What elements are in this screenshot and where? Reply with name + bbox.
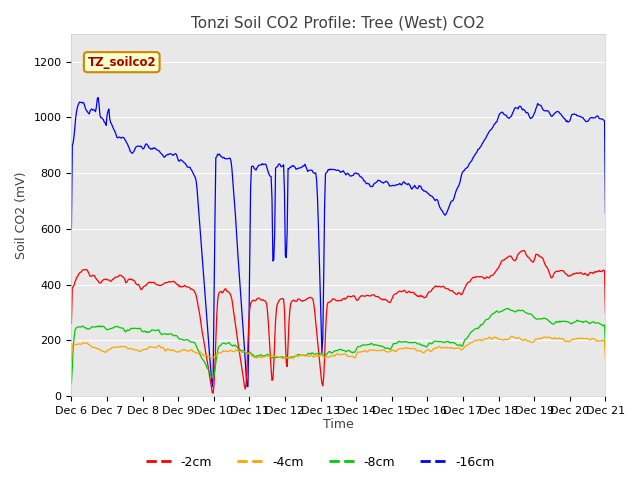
-16cm xyxy=(602,210,609,216)
-4cm xyxy=(602,357,609,362)
-8cm xyxy=(205,367,212,373)
Line: -16cm: -16cm xyxy=(72,97,605,387)
Line: -4cm: -4cm xyxy=(72,336,605,361)
-2cm xyxy=(520,248,527,253)
-16cm xyxy=(311,170,319,176)
-2cm xyxy=(470,274,478,280)
-2cm xyxy=(425,289,433,295)
-16cm xyxy=(472,151,479,157)
-2cm xyxy=(68,321,76,326)
-8cm xyxy=(424,342,432,348)
Y-axis label: Soil CO2 (mV): Soil CO2 (mV) xyxy=(15,171,28,259)
-4cm xyxy=(162,348,170,354)
-2cm xyxy=(205,368,212,373)
-8cm xyxy=(162,331,170,337)
-4cm xyxy=(424,347,432,352)
-4cm xyxy=(68,359,76,364)
Legend: -2cm, -4cm, -8cm, -16cm: -2cm, -4cm, -8cm, -16cm xyxy=(141,451,499,474)
-16cm xyxy=(68,226,76,231)
-4cm xyxy=(205,353,212,359)
-8cm xyxy=(68,381,76,386)
-16cm xyxy=(94,95,102,100)
Line: -2cm: -2cm xyxy=(72,251,605,393)
-2cm xyxy=(602,310,609,316)
Line: -8cm: -8cm xyxy=(72,309,605,384)
-8cm xyxy=(602,346,609,351)
-16cm xyxy=(209,384,216,390)
Title: Tonzi Soil CO2 Profile: Tree (West) CO2: Tonzi Soil CO2 Profile: Tree (West) CO2 xyxy=(191,15,485,30)
Text: TZ_soilco2: TZ_soilco2 xyxy=(88,56,156,69)
-8cm xyxy=(470,327,477,333)
X-axis label: Time: Time xyxy=(323,419,354,432)
-2cm xyxy=(209,390,217,396)
-4cm xyxy=(470,339,477,345)
-4cm xyxy=(309,354,317,360)
-2cm xyxy=(310,302,317,308)
-2cm xyxy=(383,298,391,303)
-16cm xyxy=(426,192,434,198)
-16cm xyxy=(205,352,213,358)
-8cm xyxy=(309,350,317,356)
-8cm xyxy=(382,345,390,351)
-16cm xyxy=(163,152,171,158)
-16cm xyxy=(384,180,392,186)
-2cm xyxy=(162,280,170,286)
-4cm xyxy=(382,348,390,354)
-4cm xyxy=(508,333,516,339)
-8cm xyxy=(504,306,512,312)
